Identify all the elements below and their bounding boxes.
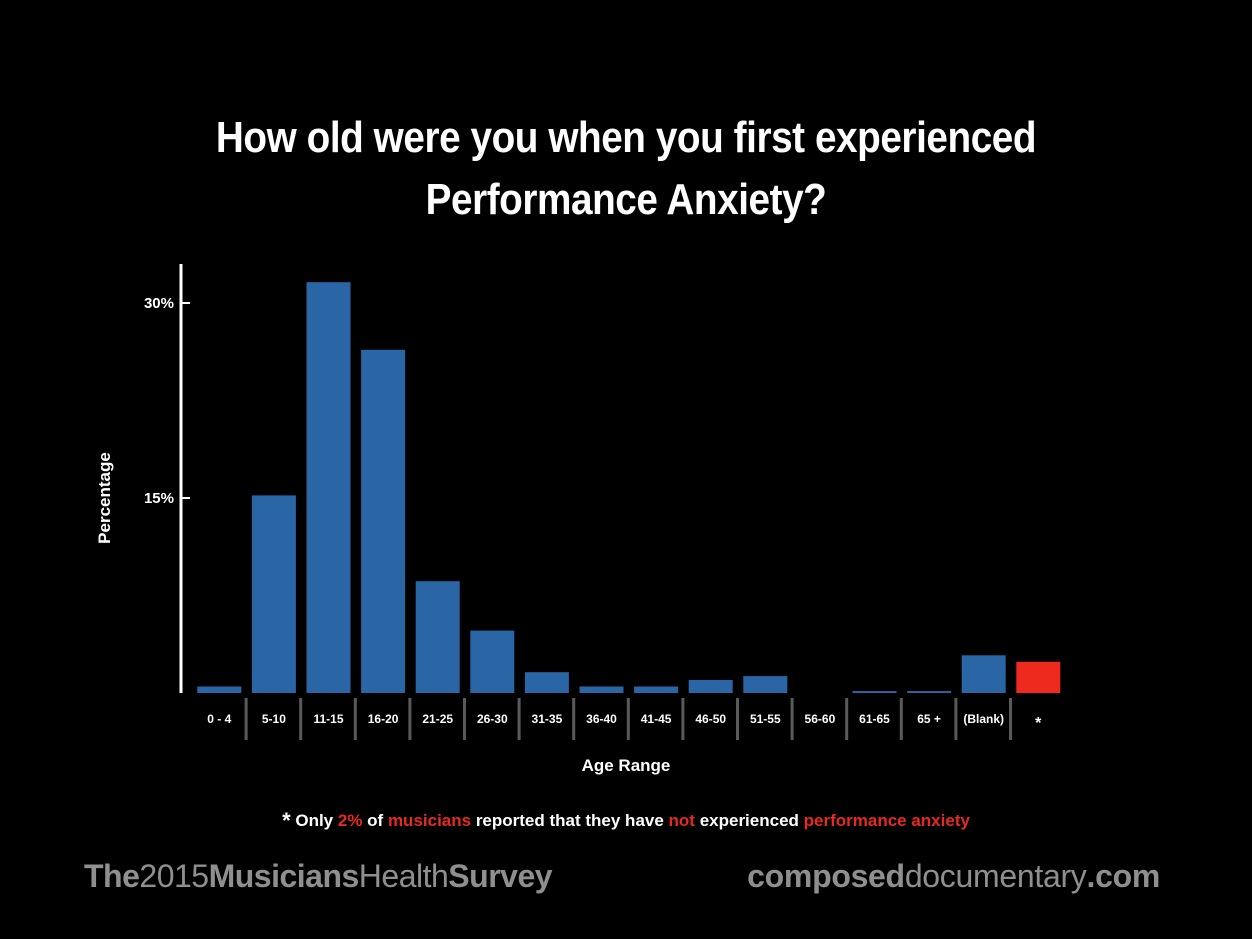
y-tick-label-1: 30% [144, 295, 174, 312]
x-tick-label-6: 31-35 [532, 712, 563, 726]
x-tick-label-9: 46-50 [695, 712, 726, 726]
x-tick-label-14: (Blank) [963, 712, 1004, 726]
x-tick-label-8: 41-45 [641, 712, 672, 726]
x-tick-label-1: 5-10 [262, 712, 286, 726]
bar-4 [415, 581, 460, 693]
bar-8 [634, 686, 679, 693]
y-tick-label-0: 15% [144, 490, 174, 507]
bar-chart: 0 - 4 5-10 11-15 16-20 21-25 26-30 31-35 36-40 4… [95, 264, 1061, 775]
category-separator-12 [899, 698, 903, 740]
category-separator-2 [353, 698, 357, 740]
website-link[interactable]: composeddocumentary.com [747, 858, 1160, 894]
bar-6 [524, 672, 569, 693]
x-tick-label-7: 36-40 [586, 712, 617, 726]
category-separator-14 [1009, 698, 1012, 740]
category-separator-10 [790, 698, 794, 740]
category-separator-3 [408, 698, 412, 740]
category-separator-9 [736, 698, 739, 740]
bar-10 [743, 676, 788, 693]
category-separator-8 [681, 698, 685, 740]
bar-0 [197, 686, 242, 693]
bar-14 [961, 655, 1006, 693]
x-tick-label-5: 26-30 [477, 712, 508, 726]
category-separator-1 [299, 698, 303, 740]
footnote-highlight-3: not [668, 811, 695, 830]
footnote-highlight-1: 2% [337, 811, 363, 830]
x-tick-label-13: 65 + [917, 712, 941, 726]
footnote-text-1: Only [290, 811, 338, 830]
bar-2 [306, 282, 351, 693]
x-tick-label-2: 11-15 [313, 712, 343, 726]
bar-7 [579, 686, 624, 693]
x-tick-label-4: 21-25 [422, 712, 453, 726]
chart-title-line-2: Performance Anxiety? [425, 175, 827, 224]
bar-3 [361, 349, 406, 693]
survey-brand: The2015MusiciansHealthSurvey [84, 858, 553, 894]
footnote-highlight-4: performance anxiety [803, 811, 970, 830]
footnote-asterisk: * [282, 808, 291, 833]
y-axis-label: Percentage [95, 452, 114, 544]
footnote-highlight-2: musicians [387, 811, 472, 830]
x-tick-label-15: * [1035, 715, 1042, 732]
bar-12 [852, 691, 897, 693]
category-separator-5 [517, 698, 521, 740]
footnote-text-4: experienced [694, 811, 804, 830]
category-separator-6 [572, 698, 576, 740]
bar-9 [688, 680, 733, 693]
category-separator-4 [463, 698, 466, 740]
x-tick-label-10: 51-55 [750, 712, 781, 726]
category-separator-0 [244, 698, 248, 740]
x-tick-label-3: 16-20 [368, 712, 399, 726]
footnote: * Only 2% of musicians reported that the… [0, 808, 1252, 834]
x-tick-label-11: 56-60 [805, 712, 836, 726]
bar-13 [907, 691, 952, 693]
x-tick-label-0: 0 - 4 [207, 712, 231, 726]
footnote-text-3: reported that they have [471, 811, 669, 830]
bar-15 [1016, 661, 1061, 693]
bar-5 [470, 630, 515, 693]
x-tick-label-12: 61-65 [859, 712, 890, 726]
bar-1 [251, 495, 296, 693]
x-axis-label: Age Range [582, 756, 671, 775]
chart-title-line-1: How old were you when you first experien… [215, 113, 1037, 162]
category-separator-11 [845, 698, 849, 740]
category-separator-7 [626, 698, 630, 740]
footnote-text-2: of [362, 811, 388, 830]
category-separator-13 [954, 698, 958, 740]
